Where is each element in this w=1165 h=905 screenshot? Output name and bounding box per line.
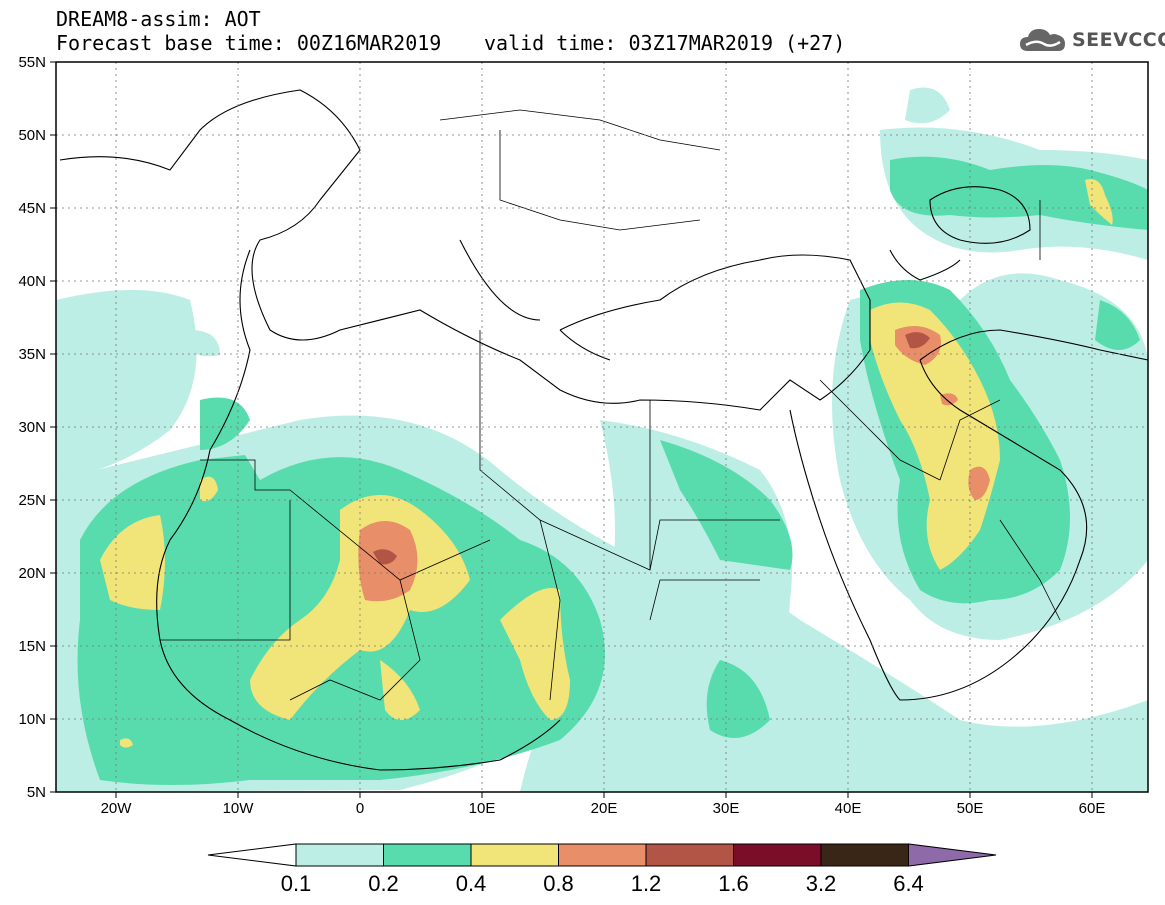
lat-label: 10N	[18, 711, 46, 728]
lat-label: 20N	[18, 565, 46, 582]
lat-label: 25N	[18, 492, 46, 509]
colorbar-bin	[295, 843, 384, 867]
lon-label: 20E	[591, 800, 618, 817]
colorbar-label: 0.8	[543, 871, 574, 896]
colorbar-label: 1.2	[631, 871, 662, 896]
colorbar-bin	[558, 843, 647, 867]
seevccc-logo: SEEVCCC	[1018, 24, 1165, 56]
colorbar-bin	[470, 843, 559, 867]
lon-label: 40E	[835, 800, 862, 817]
graticule	[56, 62, 1148, 792]
lat-label: 5N	[27, 784, 46, 801]
lon-label: 10E	[469, 800, 496, 817]
tick-marks	[50, 61, 1093, 798]
latitude-labels: 55N 50N 45N 40N 35N 30N 25N 20N 15N 10N …	[18, 54, 46, 801]
lon-label: 0	[356, 800, 364, 817]
colorbar	[207, 843, 997, 867]
valid-time: valid time: 03Z17MAR2019 (+27)	[484, 31, 846, 55]
colorbar-bin	[820, 843, 909, 867]
colorbar-label: 1.6	[718, 871, 749, 896]
colorbar-bin	[645, 843, 734, 867]
lat-label: 35N	[18, 346, 46, 363]
forecast-base-time: Forecast base time: 00Z16MAR2019	[56, 31, 442, 55]
lat-label: 15N	[18, 638, 46, 655]
colorbar-label: 6.4	[893, 871, 924, 896]
cloud-icon	[1020, 29, 1065, 51]
longitude-labels: 20W 10W 0 10E 20E 30E 40E 50E 60E	[101, 800, 1106, 817]
lat-label: 45N	[18, 200, 46, 217]
lat-label: 40N	[18, 273, 46, 290]
map-title: DREAM8-assim: AOT	[56, 7, 261, 31]
lon-label: 30E	[713, 800, 740, 817]
logo-text: SEEVCCC	[1072, 29, 1165, 51]
lat-label: 50N	[18, 127, 46, 144]
lon-label: 50E	[957, 800, 984, 817]
colorbar-low-arrow	[207, 843, 297, 867]
lon-label: 60E	[1079, 800, 1106, 817]
aot-field	[56, 87, 1148, 792]
colorbar-labels: 0.1 0.2 0.4 0.8 1.2 1.6 3.2 6.4	[281, 871, 924, 896]
colorbar-label: 0.2	[368, 871, 399, 896]
lat-label: 30N	[18, 419, 46, 436]
colorbar-label: 3.2	[806, 871, 837, 896]
coastlines	[59, 89, 1148, 771]
colorbar-bin	[733, 843, 822, 867]
colorbar-label: 0.1	[281, 871, 312, 896]
lon-label: 10W	[223, 800, 255, 817]
lon-label: 20W	[101, 800, 133, 817]
lat-label: 55N	[18, 54, 46, 71]
colorbar-bin	[383, 843, 472, 867]
country-borders	[160, 109, 1061, 701]
colorbar-label: 0.4	[456, 871, 487, 896]
colorbar-high-arrow	[908, 843, 997, 867]
